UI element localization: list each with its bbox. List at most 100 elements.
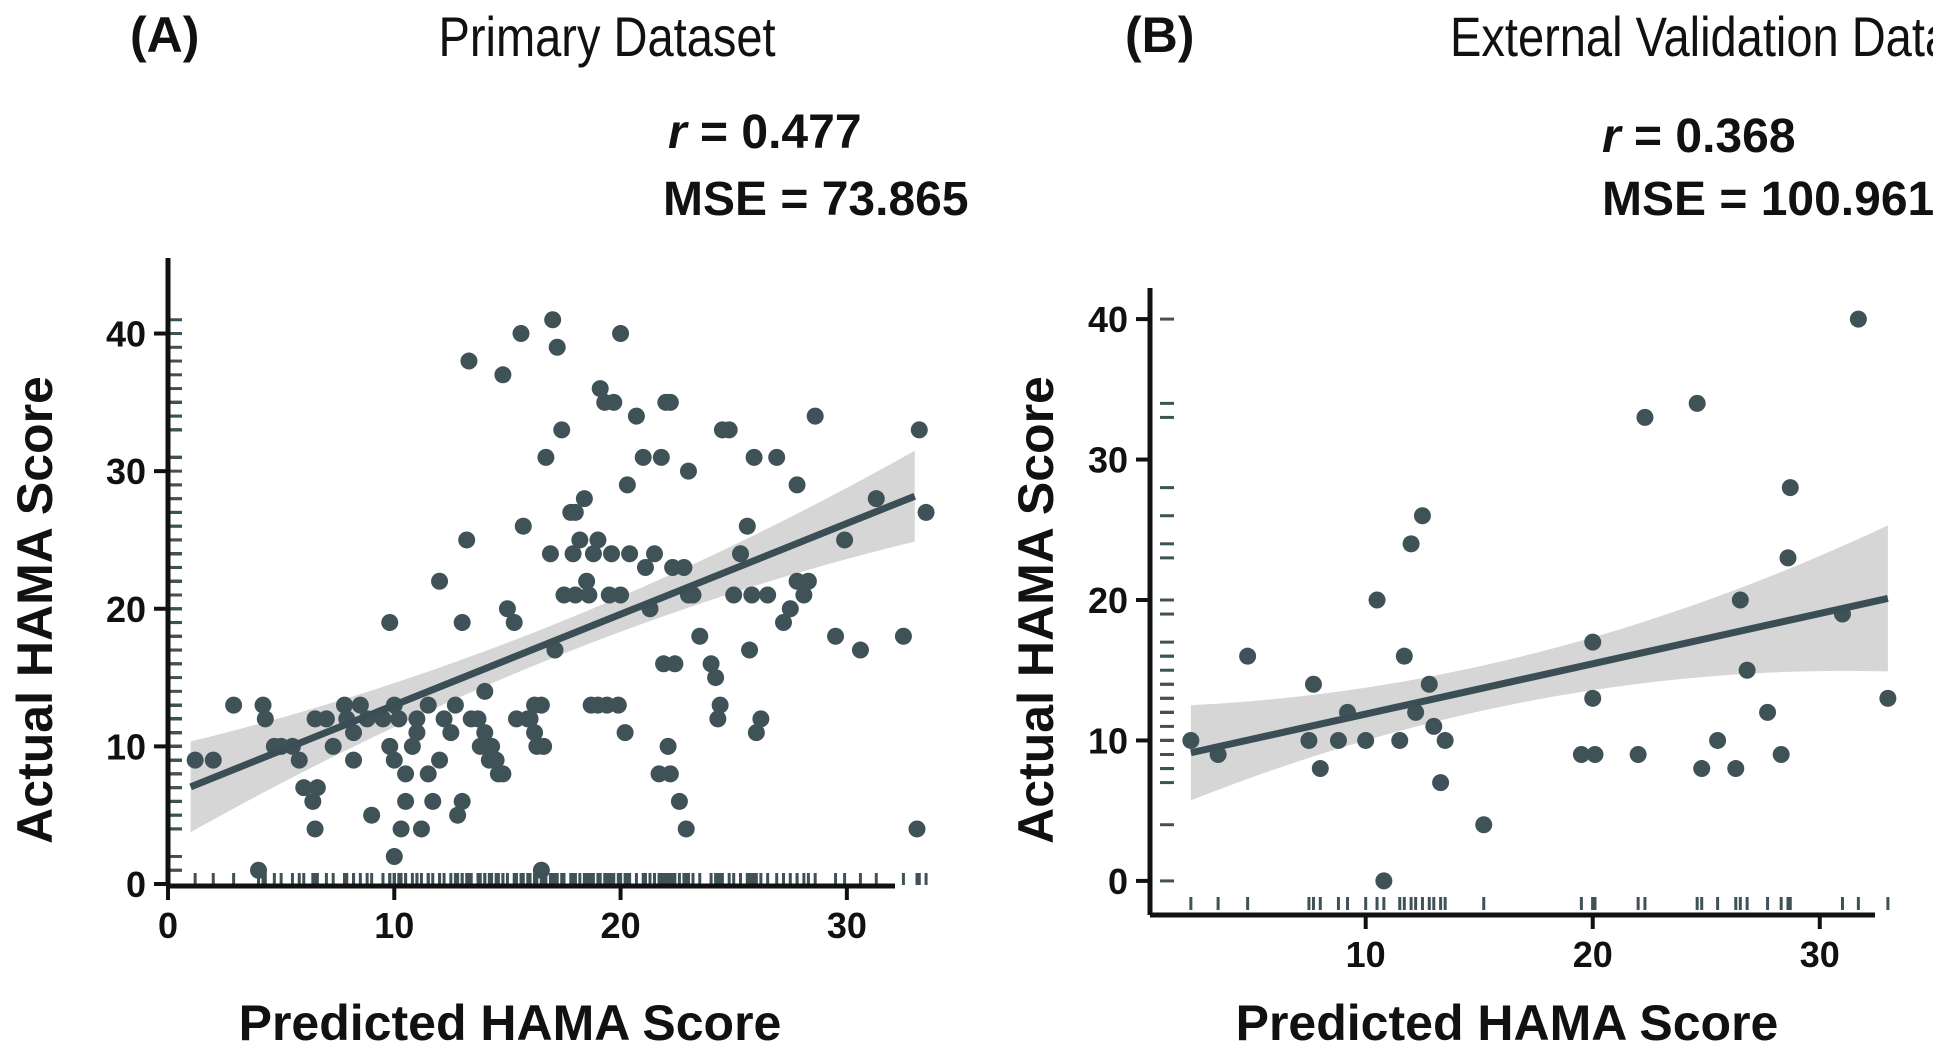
panel-a-data-point bbox=[521, 710, 539, 728]
panel-b-y-tick-label: 40 bbox=[1088, 299, 1128, 340]
panel-a-data-point bbox=[691, 627, 709, 645]
panel-a-data-point bbox=[408, 724, 426, 742]
panel-b-data-point bbox=[1772, 746, 1790, 763]
panel-a-data-point bbox=[589, 531, 607, 549]
panel-a-data-point bbox=[476, 682, 494, 700]
panel-a-data-point bbox=[741, 641, 759, 659]
panel-b-r-symbol: r bbox=[1602, 110, 1623, 163]
panel-b-y-tick-label: 10 bbox=[1088, 720, 1128, 761]
panel-a-data-point bbox=[806, 407, 824, 425]
panel-a-data-point bbox=[449, 806, 467, 824]
panel-b-data-point bbox=[1759, 703, 1777, 721]
panel-b-data-point bbox=[1572, 746, 1590, 763]
panel-b-label: (B) bbox=[1125, 7, 1194, 63]
panel-a-data-point bbox=[446, 696, 464, 714]
panel-a-data-point bbox=[290, 751, 308, 769]
panel-a-data-point bbox=[575, 490, 593, 508]
panel-b-data-point bbox=[1413, 507, 1431, 525]
panel-b-regression-line bbox=[1190, 594, 1889, 757]
panel-a-data-point bbox=[381, 614, 399, 632]
panel-a-y-tick-label: 10 bbox=[106, 726, 146, 767]
panel-a-data-point bbox=[591, 380, 609, 398]
panel-b-y-axis-label: Actual HAMA Score bbox=[1008, 376, 1064, 844]
panel-a-data-point bbox=[512, 325, 530, 343]
panel-a-data-point bbox=[494, 366, 512, 384]
panel-a-data-point bbox=[894, 627, 912, 645]
panel-a-data-point bbox=[910, 421, 928, 439]
panel-a-data-point bbox=[564, 545, 582, 563]
panel-a-data-point bbox=[774, 614, 792, 632]
panel-a-data-point bbox=[412, 820, 430, 838]
panel-a-data-point bbox=[494, 765, 512, 783]
panel-a-data-point bbox=[535, 737, 553, 755]
panel-a-data-point bbox=[627, 407, 645, 425]
panel-a-data-point bbox=[612, 586, 630, 604]
panel-a-data-point bbox=[537, 448, 555, 466]
panel-a-data-point bbox=[317, 710, 335, 728]
panel-a-data-point bbox=[752, 710, 770, 728]
panel-a-data-point bbox=[363, 806, 381, 824]
panel-a-data-point bbox=[652, 448, 670, 466]
panel-a-data-point bbox=[526, 724, 544, 742]
panel-a-data-point bbox=[711, 696, 729, 714]
panel-a-data-point bbox=[460, 352, 478, 370]
panel-a-data-point bbox=[397, 765, 415, 783]
panel-b-mse-stat: MSE = 100.961 bbox=[1602, 173, 1933, 226]
panel-a-data-point bbox=[634, 448, 652, 466]
panel-b-r-stat: r = 0.368 bbox=[1602, 110, 1796, 163]
panel-b-data-point bbox=[1425, 717, 1443, 735]
panel-a-y-tick-label: 20 bbox=[106, 589, 146, 630]
panel-a-data-point bbox=[799, 572, 817, 590]
panel-b-y-tick-label: 30 bbox=[1088, 440, 1128, 481]
panel-b-data-point bbox=[1849, 310, 1867, 328]
panel-b-data-point bbox=[1636, 408, 1654, 426]
panel-a-data-point bbox=[603, 545, 621, 563]
panel-a-data-point bbox=[458, 531, 476, 549]
panel-a-data-point bbox=[677, 820, 695, 838]
panel-a-data-point bbox=[566, 586, 584, 604]
panel-a-data-point bbox=[442, 724, 460, 742]
panel-b-data-point bbox=[1693, 760, 1711, 778]
panel-b-data-point bbox=[1781, 479, 1799, 497]
panel-a-data-point bbox=[435, 710, 453, 728]
panel-a-data-point bbox=[548, 338, 566, 356]
panel-a-data-point bbox=[659, 737, 677, 755]
panel-a-data-point bbox=[646, 545, 664, 563]
panel-a-data-point bbox=[732, 545, 750, 563]
panel-b-data-point bbox=[1311, 760, 1329, 778]
panel-b-data-point bbox=[1709, 731, 1727, 749]
panel-a-data-point bbox=[345, 751, 363, 769]
panel-a-data-point bbox=[743, 586, 761, 604]
panel-a-data-point bbox=[571, 531, 589, 549]
panel-a-data-point bbox=[867, 490, 885, 508]
panel-b-data-point bbox=[1407, 703, 1425, 721]
panel-a-data-point bbox=[747, 724, 765, 742]
panel-b-data-point bbox=[1182, 731, 1200, 749]
panel-a-mse-stat: MSE = 73.865 bbox=[663, 173, 969, 226]
panel-a-data-point bbox=[541, 545, 559, 563]
panel-a-data-point bbox=[612, 325, 630, 343]
panel-a-x-tick-label: 20 bbox=[601, 905, 641, 946]
panel-a-r-stat: r = 0.477 bbox=[668, 106, 862, 159]
panel-a-data-point bbox=[720, 421, 738, 439]
panel-a-data-point bbox=[483, 737, 501, 755]
panel-b-data-point bbox=[1375, 872, 1393, 890]
panel-b-data-point bbox=[1239, 647, 1257, 665]
panel-a-data-point bbox=[532, 696, 550, 714]
panel-a-data-point bbox=[351, 696, 369, 714]
panel-a-data-point bbox=[675, 558, 693, 576]
panel-a-data-point bbox=[788, 476, 806, 494]
panel-a-data-point bbox=[745, 448, 763, 466]
panel-b-data-point bbox=[1402, 535, 1420, 553]
panel-a-data-point bbox=[908, 820, 926, 838]
panel-a-data-point bbox=[306, 820, 324, 838]
panel-a-x-tick-label: 10 bbox=[374, 905, 414, 946]
panel-a-data-point bbox=[295, 779, 313, 797]
panel-a-r-symbol: r bbox=[668, 106, 689, 159]
panel-b-x-axis-label: Predicted HAMA Score bbox=[1236, 995, 1779, 1051]
panel-a-data-point bbox=[419, 765, 437, 783]
panel-a-data-point bbox=[424, 792, 442, 810]
panel-a-data-point bbox=[385, 751, 403, 769]
panel-a-data-point bbox=[636, 558, 654, 576]
